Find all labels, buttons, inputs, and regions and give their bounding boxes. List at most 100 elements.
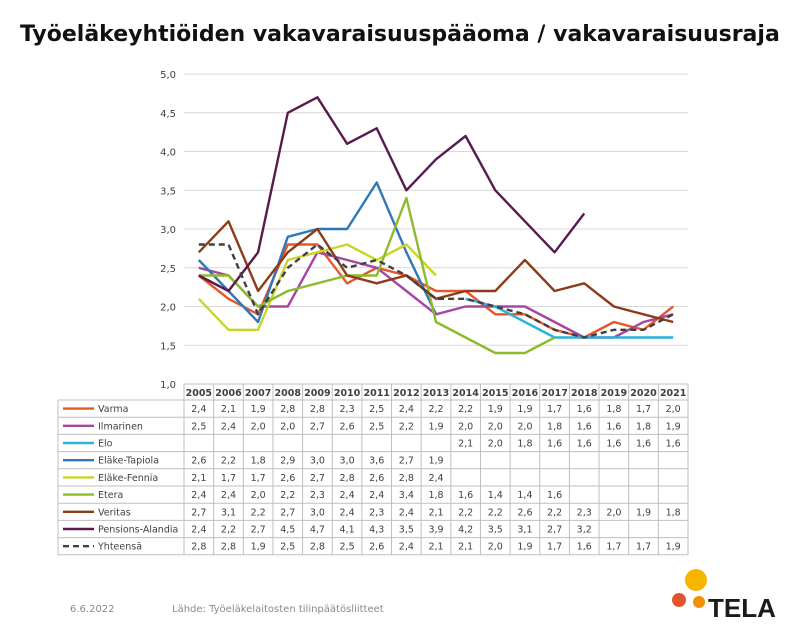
data-label-etera: 2,4	[221, 490, 236, 501]
data-label-elo: 1,6	[666, 439, 681, 450]
data-label-yhteens-: 1,9	[251, 542, 266, 553]
data-label-varma: 1,7	[636, 404, 651, 415]
data-label-ilmarinen: 2,4	[221, 421, 236, 432]
data-label-varma: 2,8	[280, 404, 295, 415]
x-tick-label: 2013	[423, 388, 449, 399]
tela-logo: TELA	[672, 569, 776, 623]
x-tick-label: 2010	[334, 388, 361, 399]
data-label-pensions-alandia: 4,3	[369, 525, 384, 536]
data-label-ilmarinen: 2,0	[280, 421, 295, 432]
data-label-varma: 2,0	[666, 404, 681, 415]
y-tick-label: 2,5	[160, 264, 176, 275]
data-label-veritas: 2,2	[488, 507, 503, 518]
data-label-yhteens-: 2,6	[369, 542, 384, 553]
data-label-veritas: 2,7	[191, 507, 206, 518]
data-label-pensions-alandia: 2,2	[221, 525, 236, 536]
y-tick-label: 4,0	[160, 148, 176, 159]
data-label-el-ke-tapiola: 2,9	[280, 456, 295, 467]
data-label-pensions-alandia: 4,2	[458, 525, 473, 536]
data-label-veritas: 2,7	[280, 507, 295, 518]
data-label-varma: 2,4	[191, 404, 206, 415]
data-label-varma: 2,1	[221, 404, 236, 415]
data-label-el-ke-fennia: 2,8	[340, 473, 355, 484]
data-label-yhteens-: 2,1	[428, 542, 443, 553]
data-label-el-ke-tapiola: 2,6	[191, 456, 206, 467]
y-tick-label: 4,5	[160, 109, 176, 120]
data-label-elo: 1,6	[547, 439, 562, 450]
data-label-el-ke-fennia: 2,1	[191, 473, 206, 484]
data-label-ilmarinen: 1,8	[636, 421, 651, 432]
data-label-elo: 2,1	[458, 439, 473, 450]
x-tick-label: 2017	[541, 388, 567, 399]
data-label-yhteens-: 1,9	[517, 542, 532, 553]
data-label-yhteens-: 2,8	[310, 542, 325, 553]
footer-date: 6.6.2022	[70, 604, 115, 615]
data-label-pensions-alandia: 3,5	[399, 525, 414, 536]
data-label-elo: 1,6	[606, 439, 621, 450]
data-label-ilmarinen: 2,6	[340, 421, 355, 432]
legend-label-pensions-alandia: Pensions-Alandia	[98, 525, 178, 536]
x-tick-label: 2020	[630, 388, 657, 399]
data-label-yhteens-: 2,1	[458, 542, 473, 553]
data-label-pensions-alandia: 2,4	[191, 525, 206, 536]
legend-label-varma: Varma	[98, 404, 128, 415]
data-label-elo: 1,6	[577, 439, 592, 450]
series-line-ilmarinen	[198, 251, 674, 339]
data-label-pensions-alandia: 3,5	[488, 525, 503, 536]
y-tick-label: 5,0	[160, 70, 176, 81]
x-tick-label: 2021	[660, 388, 686, 399]
data-label-el-ke-fennia: 2,7	[310, 473, 325, 484]
data-label-veritas: 2,1	[428, 507, 443, 518]
data-label-etera: 2,4	[369, 490, 384, 501]
data-label-yhteens-: 1,9	[666, 542, 681, 553]
data-label-yhteens-: 2,5	[280, 542, 295, 553]
legend-label-elo: Elo	[98, 439, 113, 450]
data-label-etera: 2,4	[191, 490, 206, 501]
data-label-etera: 2,4	[340, 490, 355, 501]
data-label-yhteens-: 1,7	[606, 542, 621, 553]
y-tick-label: 1,0	[160, 380, 176, 391]
legend-label-veritas: Veritas	[98, 507, 131, 518]
data-label-etera: 2,3	[310, 490, 325, 501]
x-tick-label: 2015	[482, 388, 508, 399]
y-tick-label: 3,0	[160, 225, 176, 236]
legend-label-yhteens-: Yhteensä	[97, 542, 142, 553]
data-label-varma: 2,5	[369, 404, 384, 415]
data-label-veritas: 2,0	[606, 507, 621, 518]
data-label-el-ke-fennia: 2,8	[399, 473, 414, 484]
data-label-etera: 2,0	[251, 490, 266, 501]
line-chart: 1,0 1,5 2,0 2,5 3,0 3,5 4,0 4,5 5,0 2005 2006 2007 2…	[57, 70, 689, 556]
data-label-veritas: 2,2	[547, 507, 562, 518]
logo-dot-small-right	[693, 596, 705, 608]
y-tick-label: 1,5	[160, 341, 176, 352]
data-label-varma: 2,2	[428, 404, 443, 415]
data-label-varma: 1,9	[488, 404, 503, 415]
series-line-el-ke-fennia	[197, 243, 437, 331]
data-label-pensions-alandia: 3,9	[428, 525, 443, 536]
data-label-ilmarinen: 2,0	[251, 421, 266, 432]
x-tick-label: 2018	[571, 388, 598, 399]
x-tick-label: 2019	[601, 388, 627, 399]
data-label-etera: 1,6	[547, 490, 562, 501]
data-label-ilmarinen: 1,9	[666, 421, 681, 432]
data-label-varma: 1,9	[517, 404, 532, 415]
data-label-yhteens-: 1,7	[636, 542, 651, 553]
series-line-elo	[465, 297, 674, 339]
data-label-ilmarinen: 2,7	[310, 421, 325, 432]
data-label-el-ke-tapiola: 2,7	[399, 456, 414, 467]
x-tick-label: 2011	[363, 388, 389, 399]
data-label-veritas: 2,3	[577, 507, 592, 518]
y-tick-label: 2,0	[160, 303, 176, 314]
data-label-ilmarinen: 2,2	[399, 421, 414, 432]
data-label-ilmarinen: 1,6	[577, 421, 592, 432]
data-label-pensions-alandia: 4,7	[310, 525, 325, 536]
data-label-yhteens-: 2,5	[340, 542, 355, 553]
data-label-veritas: 2,3	[369, 507, 384, 518]
series-line-pensions-alandia	[198, 96, 586, 293]
x-tick-label: 2016	[512, 388, 539, 399]
data-label-varma: 1,7	[547, 404, 562, 415]
data-label-pensions-alandia: 2,7	[547, 525, 562, 536]
data-label-ilmarinen: 1,9	[428, 421, 443, 432]
y-tick-label: 3,5	[160, 186, 176, 197]
series-line-yhteens-	[198, 243, 674, 339]
